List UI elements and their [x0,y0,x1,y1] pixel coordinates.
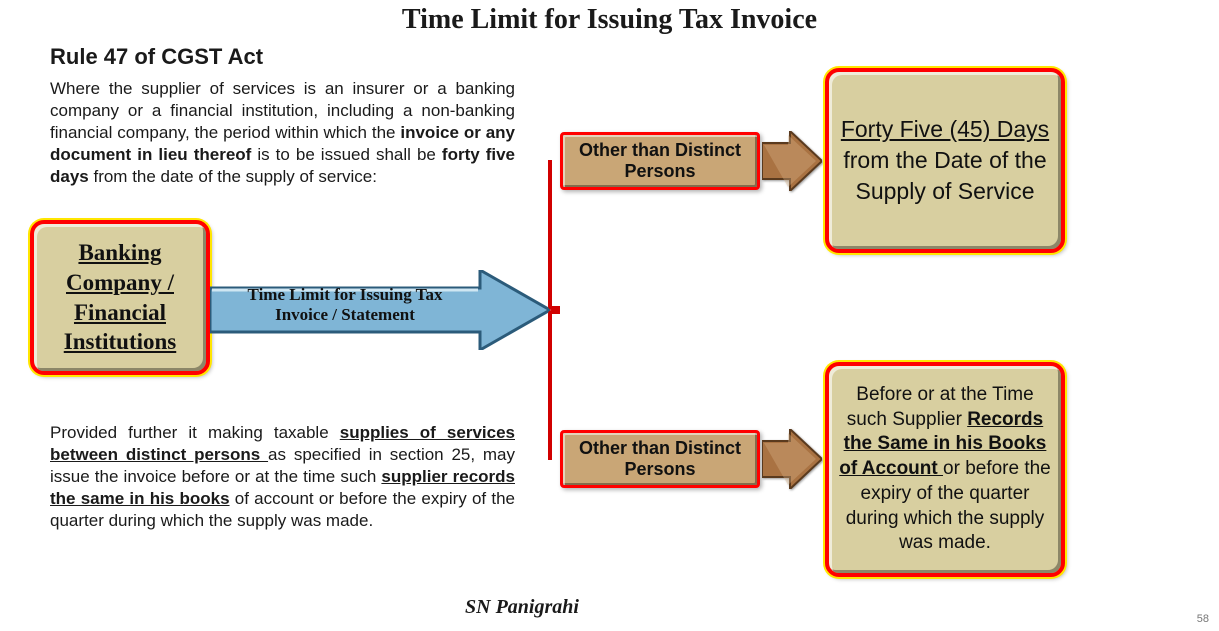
center-arrow-label: Time Limit for Issuing Tax Invoice / Sta… [220,285,470,326]
connector-top [548,160,560,310]
page-number: 58 [1197,613,1209,625]
result-top-text: Forty Five (45) Days from the Date of th… [837,114,1053,207]
rule-subtitle: Rule 47 of CGST Act [50,44,263,70]
result-box-bottom: Before or at the Time such Supplier Reco… [825,362,1065,577]
result-box-top: Forty Five (45) Days from the Date of th… [825,68,1065,253]
connector-bottom [548,310,560,460]
mid-box-top: Other than Distinct Persons [560,132,760,190]
author-credit: SN Panigrahi [465,596,579,619]
paragraph-1: Where the supplier of services is an ins… [50,78,515,188]
mid-box-top-label: Other than Distinct Persons [563,140,757,181]
source-box: Banking Company / Financial Institutions [30,220,210,375]
mid-box-bottom-label: Other than Distinct Persons [563,438,757,479]
source-box-label: Banking Company / Financial Institutions [40,238,200,358]
page-title: Time Limit for Issuing Tax Invoice [0,0,1219,36]
arrowhead-top [762,131,822,191]
result-bottom-text: Before or at the Time such Supplier Reco… [837,383,1053,556]
paragraph-2: Provided further it making taxable suppl… [50,422,515,532]
mid-box-bottom: Other than Distinct Persons [560,430,760,488]
arrowhead-bottom [762,429,822,489]
